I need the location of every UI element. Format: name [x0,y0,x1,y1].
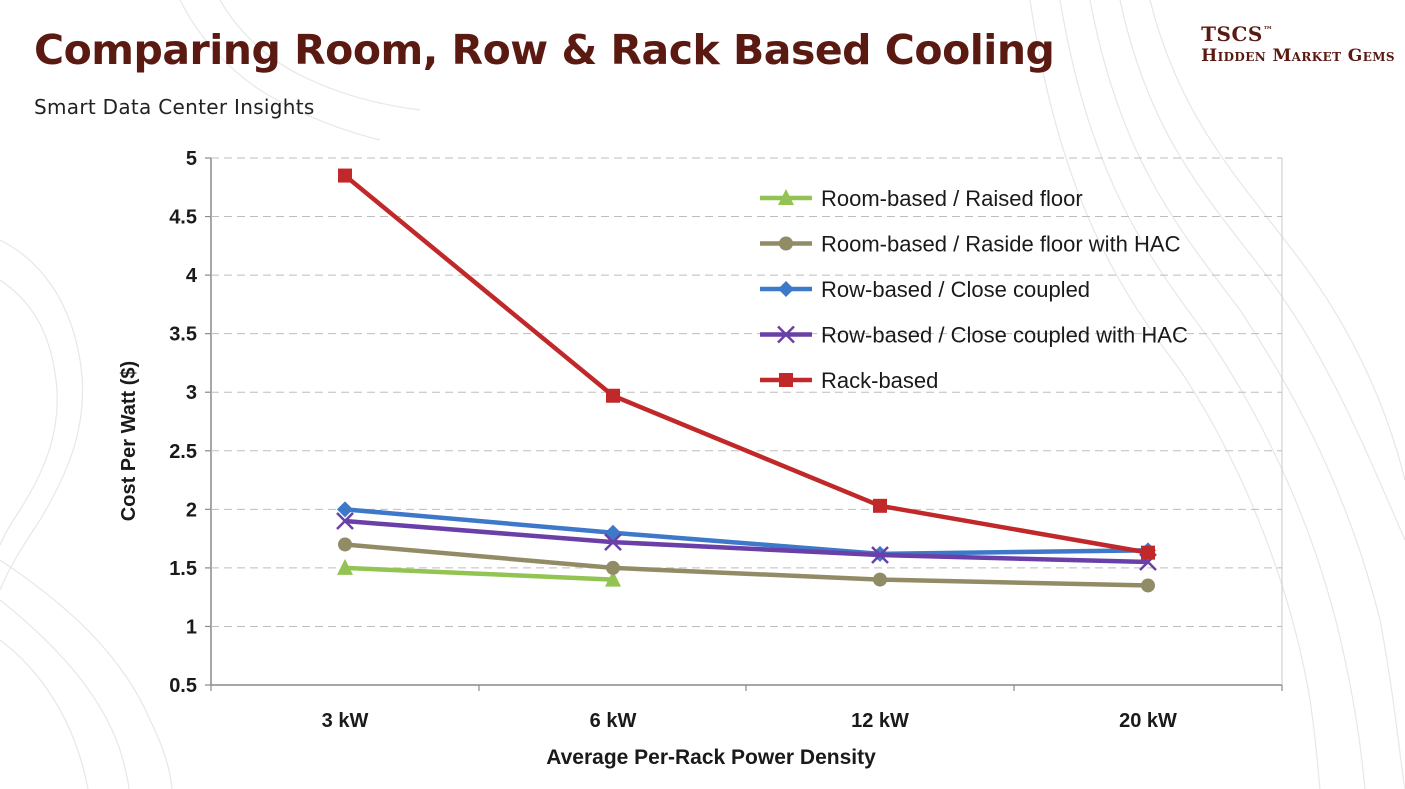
data-point [606,388,620,403]
legend-item: Row-based / Close coupled [760,277,1090,302]
legend-label: Row-based / Close coupled [821,277,1090,302]
y-tick-label: 4 [186,265,198,287]
y-tick-label: 1.5 [169,558,197,580]
brand-name: TSCS™ [1201,22,1274,46]
series-1 [337,558,621,587]
data-point [871,546,889,564]
trademark-symbol: ™ [1262,25,1274,37]
y-tick-label: 2.5 [169,441,197,463]
legend-label: Rack-based [821,368,938,393]
series-line [344,518,1149,565]
y-tick-label: 3.5 [169,324,197,346]
series-4 [336,512,1157,571]
y-tick-label: 2 [186,499,197,521]
x-tick-label: 6 kW [590,710,637,732]
legend-label: Room-based / Raside floor with HAC [821,232,1181,257]
data-point [1141,545,1155,560]
series-layer [336,168,1157,593]
legend-item: Row-based / Close coupled with HAC [760,323,1188,348]
data-point [606,560,620,575]
data-point [873,572,887,587]
y-axis-ticks: 0.5 1 1.5 2 2.5 3 3.5 4 4.5 5 [169,148,211,697]
data-point [605,570,621,587]
y-tick-label: 1 [186,616,197,638]
data-point [604,533,622,552]
data-point [605,524,621,541]
data-point [337,501,353,518]
series-line [344,542,1149,588]
legend-label: Row-based / Close coupled with HAC [821,323,1188,348]
legend-item: Room-based / Raised floor [760,186,1083,211]
legend-item: Room-based / Raside floor with HAC [760,232,1181,257]
y-tick-label: 4.5 [169,207,197,229]
y-tick-label: 5 [186,148,197,170]
legend-item: Rack-based [760,368,938,393]
data-point [338,537,352,552]
series-line [344,565,614,582]
data-point [1141,578,1155,593]
legend-marker [778,281,794,297]
x-axis-ticks: 3 kW 6 kW 12 kW 20 kW [210,685,1283,732]
data-point [337,558,353,575]
series-line [343,173,1149,555]
page-subtitle: Smart Data Center Insights [34,95,315,119]
y-tick-label: 0.5 [169,675,197,697]
data-point [873,498,887,513]
series-5 [338,168,1155,560]
y-axis-title: Cost Per Watt ($) [118,361,140,521]
legend-marker [778,189,794,205]
x-tick-label: 3 kW [322,710,369,732]
x-tick-label: 20 kW [1119,710,1177,732]
brand-tagline: Hidden Market Gems [1201,46,1395,66]
gridlines [211,157,1282,627]
legend: Room-based / Raised floor Room-based / Ra… [760,186,1188,393]
x-axis-title: Average Per-Rack Power Density [546,746,876,769]
series-2 [338,537,1155,593]
series-line [344,507,1149,557]
y-tick-label: 3 [186,382,197,404]
page-title: Comparing Room, Row & Rack Based Cooling [34,26,1055,74]
legend-label: Room-based / Raised floor [821,186,1083,211]
legend-marker [779,373,793,387]
data-point [336,512,354,530]
legend-marker [779,236,793,251]
legend-marker [777,325,795,344]
x-tick-label: 12 kW [851,710,909,732]
brand-logo: TSCS™ Hidden Market Gems [1201,22,1395,66]
data-point [338,168,352,183]
